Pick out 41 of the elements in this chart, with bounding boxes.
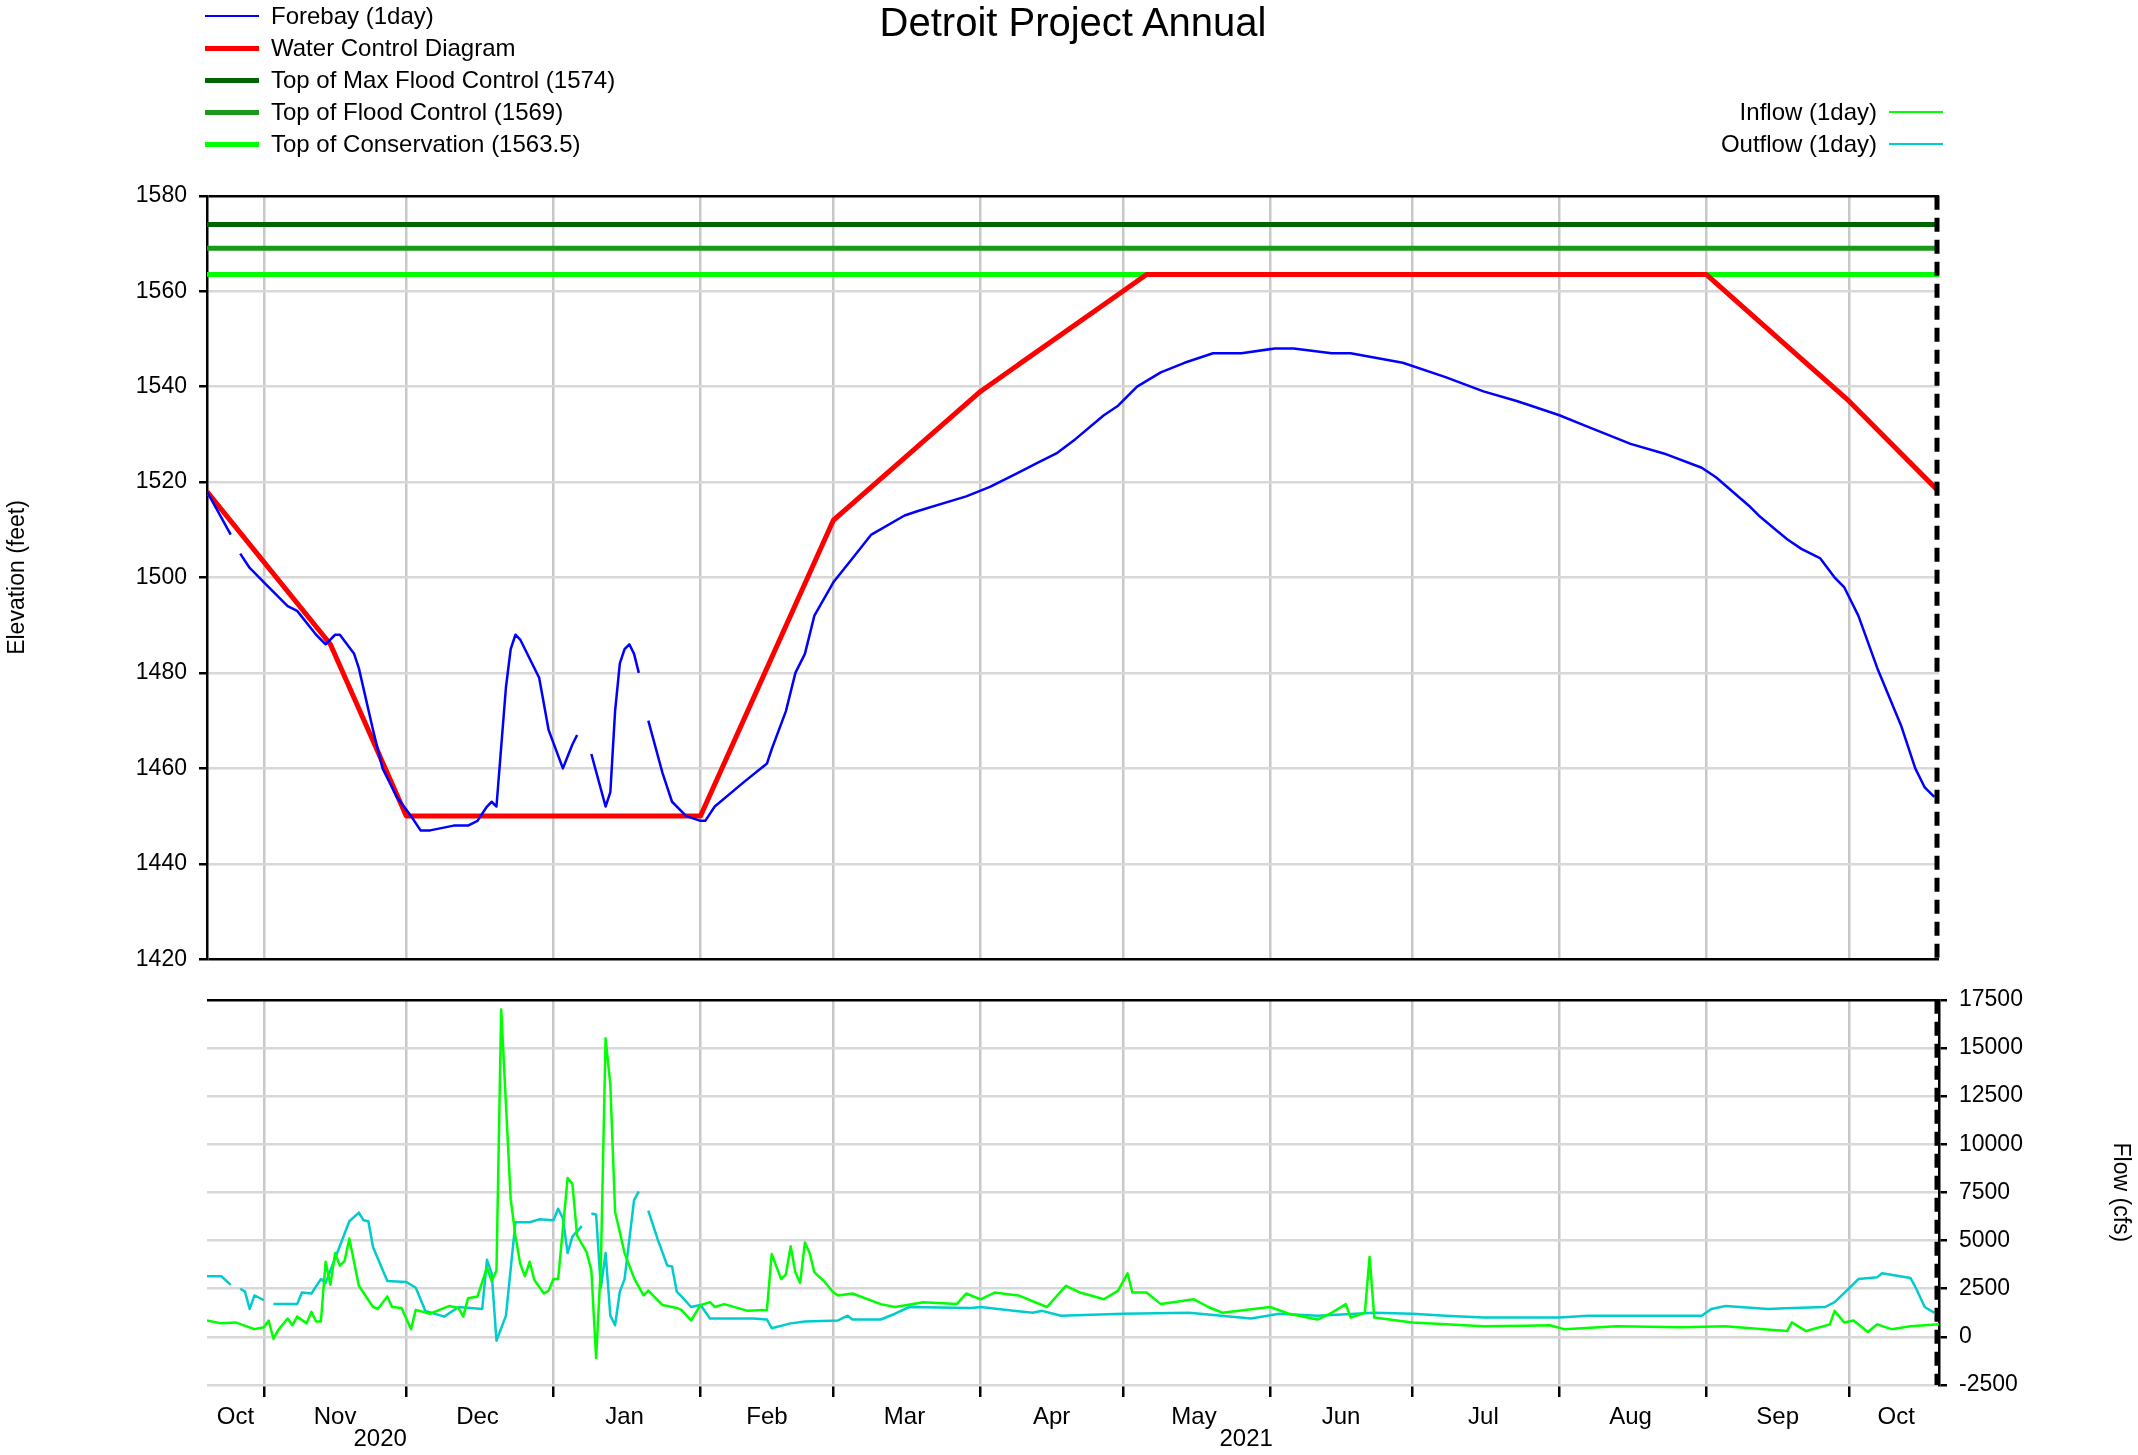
- y2-tick-label: 2500: [1959, 1274, 2011, 1301]
- y-tick-label: 1520: [135, 467, 187, 494]
- chart-title: Detroit Project Annual: [879, 0, 1267, 45]
- legend-label: Outflow (1day): [1720, 129, 1877, 159]
- legend-label: Forebay (1day): [271, 1, 434, 31]
- y-tick-label: 1460: [135, 753, 187, 780]
- x-tick-label: Aug: [1609, 1402, 1652, 1430]
- y2-tick-label: 5000: [1959, 1225, 2011, 1252]
- legend-label: Top of Flood Control (1569): [271, 97, 564, 127]
- y-tick-label: 1480: [135, 658, 187, 685]
- y-tick-label: 1560: [135, 276, 187, 303]
- x-tick-label: May: [1171, 1402, 1217, 1430]
- y-tick-label: 1540: [135, 371, 187, 398]
- legend-label: Top of Max Flood Control (1574): [271, 65, 616, 95]
- y-tick-label: 1420: [135, 944, 187, 971]
- x-tick-label: Dec: [456, 1402, 499, 1430]
- y-tick-label: 1500: [135, 562, 187, 589]
- x-tick-label: Jun: [1321, 1402, 1361, 1430]
- x-tick-label: Oct: [216, 1402, 255, 1430]
- y2-axis-title: Flow (cfs): [2108, 1142, 2135, 1243]
- x-tick-label: Mar: [883, 1402, 926, 1430]
- x-tick-label: Oct: [1877, 1402, 1916, 1430]
- y2-tick-label: 15000: [1959, 1033, 2023, 1060]
- y2-tick-label: 12500: [1959, 1081, 2023, 1108]
- legend-label: Inflow (1day): [1739, 97, 1877, 127]
- y2-tick-label: 0: [1959, 1322, 1972, 1349]
- x-tick-label: Sep: [1756, 1402, 1800, 1430]
- y2-tick-label: -2500: [1959, 1370, 2018, 1397]
- y-axis-title: Elevation (feet): [3, 500, 30, 655]
- y-tick-label: 1580: [135, 181, 187, 208]
- y-tick-label: 1440: [135, 849, 187, 876]
- x-tick-label: Jul: [1468, 1402, 1499, 1430]
- text: 2021: [1219, 1423, 1273, 1451]
- y2-tick-label: 10000: [1959, 1129, 2023, 1156]
- legend-label: Water Control Diagram: [271, 33, 516, 63]
- x-tick-label: Feb: [746, 1402, 788, 1430]
- legend-label: Top of Conservation (1563.5): [271, 129, 581, 159]
- y2-tick-label: 17500: [1959, 985, 2023, 1012]
- y2-tick-label: 7500: [1959, 1177, 2011, 1204]
- x-tick-label: Apr: [1032, 1402, 1071, 1430]
- x-tick-label: Jan: [605, 1402, 644, 1430]
